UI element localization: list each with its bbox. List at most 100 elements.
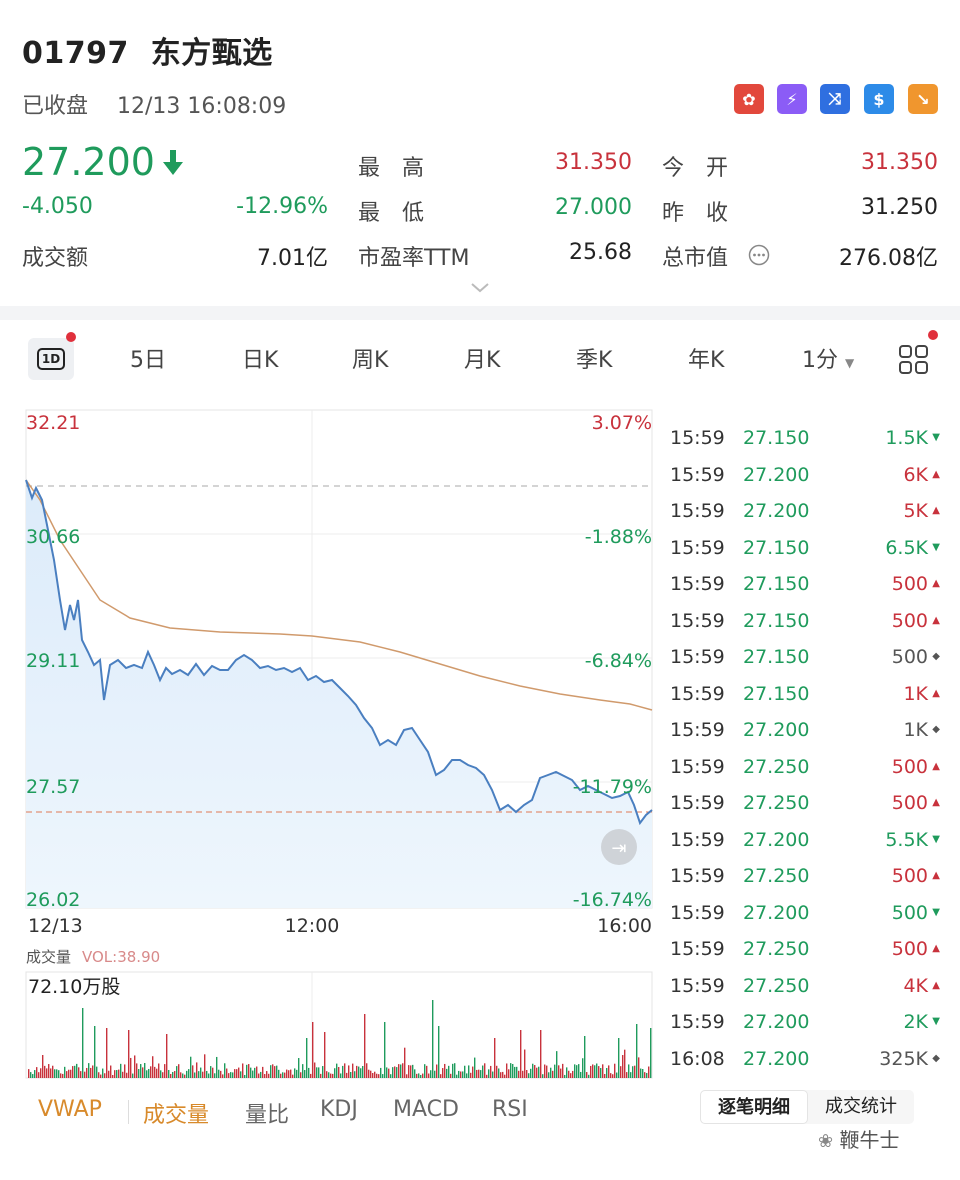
tab-yearly-k[interactable]: 年K	[688, 348, 725, 373]
tab-5d[interactable]: 5日	[130, 348, 166, 373]
volume-bar	[204, 1054, 206, 1078]
volume-bar	[636, 1024, 638, 1078]
volume-bar	[264, 1074, 266, 1078]
volume-bar	[40, 1068, 42, 1078]
tick-time: 15:59	[670, 500, 725, 522]
volume-bar	[438, 1026, 440, 1078]
jump-latest-button[interactable]: ⇥	[601, 829, 637, 865]
pe-label: 市盈率TTM	[358, 246, 470, 271]
tab-macd[interactable]: MACD	[393, 1097, 459, 1122]
tick-direction-icon: ▲	[932, 468, 940, 480]
volume-bar	[604, 1073, 606, 1078]
tab-trade-detail[interactable]: 逐笔明细	[700, 1090, 808, 1124]
axis-left-tick: 29.11	[26, 650, 80, 672]
volume-bar	[290, 1069, 292, 1078]
volume-bar	[124, 1064, 126, 1078]
tab-volume[interactable]: 成交量	[143, 1103, 210, 1128]
volume-bar	[432, 1000, 434, 1078]
open-value: 31.350	[861, 150, 938, 175]
volume-value: VOL:38.90	[82, 948, 160, 966]
volume-bar	[452, 1063, 454, 1078]
interval-value: 1分	[802, 348, 838, 373]
tick-time: 15:59	[670, 1011, 725, 1033]
volume-bar	[374, 1071, 376, 1078]
tab-quarterly-k[interactable]: 季K	[576, 348, 613, 373]
volume-bar	[460, 1071, 462, 1078]
tick-direction-icon: ◆	[932, 1052, 940, 1064]
volume-bar	[508, 1069, 510, 1078]
volume-bar	[214, 1073, 216, 1078]
grid-menu-icon[interactable]	[898, 344, 930, 376]
volume-bar	[532, 1063, 534, 1078]
volume-bar	[182, 1073, 184, 1078]
hk-flag-icon[interactable]: ✿	[734, 84, 764, 114]
volume-bar	[268, 1073, 270, 1078]
volume-bar	[606, 1068, 608, 1078]
volume-bar	[32, 1074, 34, 1078]
shuffle-icon[interactable]: ⤨	[820, 84, 850, 114]
volume-bar	[386, 1067, 388, 1078]
tick-direction-icon: ▲	[932, 760, 940, 772]
volume-bar	[62, 1073, 64, 1078]
volume-bar	[168, 1069, 170, 1078]
volume-bar	[136, 1063, 138, 1078]
volume-bar	[402, 1063, 404, 1078]
tick-time: 15:59	[670, 792, 725, 814]
tick-volume: 6K	[903, 463, 928, 486]
axis-left-tick: 32.21	[26, 412, 80, 434]
volume-bar	[562, 1063, 564, 1078]
time-tick: 12:00	[285, 915, 340, 937]
volume-max-label: 72.10万股	[28, 976, 120, 998]
volume-bar	[566, 1067, 568, 1078]
tab-trade-stats[interactable]: 成交统计	[825, 1096, 897, 1117]
dollar-icon[interactable]: $	[864, 84, 894, 114]
volume-bar	[194, 1072, 196, 1078]
status-line: 已收盘 12/13 16:08:09	[22, 88, 308, 120]
volume-bar	[210, 1066, 212, 1078]
volume-bar	[144, 1062, 146, 1078]
intraday-chart[interactable]: 32.21 30.66 29.11 27.57 26.02 3.07% -1.8…	[0, 396, 670, 1086]
volume-bar	[370, 1070, 372, 1078]
volume-bar	[398, 1064, 400, 1078]
volume-bar	[36, 1067, 38, 1078]
volume-bar	[486, 1074, 488, 1078]
tick-direction-icon: ◆	[932, 651, 940, 662]
volume-bar	[112, 1074, 114, 1078]
volume-bar	[548, 1072, 550, 1078]
chevron-down-icon[interactable]	[470, 282, 490, 294]
tab-monthly-k[interactable]: 月K	[464, 348, 501, 373]
volume-bar	[294, 1068, 296, 1078]
tab-daily-k[interactable]: 日K	[242, 348, 279, 373]
tab-vwap[interactable]: VWAP	[38, 1097, 102, 1122]
volume-bar	[314, 1062, 316, 1078]
volume-bar	[132, 1073, 134, 1078]
volume-bar	[202, 1071, 204, 1078]
volume-bar	[540, 1030, 542, 1078]
interval-select[interactable]: 1分 ▼	[802, 342, 854, 374]
tab-volume-ratio[interactable]: 量比	[245, 1103, 290, 1128]
volume-bar	[642, 1068, 644, 1078]
volume-bar	[76, 1063, 78, 1078]
quote-datetime: 12/13 16:08:09	[117, 94, 287, 119]
tab-kdj[interactable]: KDJ	[320, 1097, 358, 1122]
volume-bar	[404, 1047, 406, 1078]
tab-weekly-k[interactable]: 周K	[352, 348, 389, 373]
tick-time: 15:59	[670, 682, 725, 705]
tab-rsi[interactable]: RSI	[492, 1097, 528, 1122]
volume-bar	[212, 1067, 214, 1078]
more-info-icon[interactable]	[748, 244, 770, 266]
volume-bar	[474, 1057, 476, 1078]
volume-bar	[54, 1069, 56, 1078]
trend-down-icon[interactable]: ↘	[908, 84, 938, 114]
volume-bar	[518, 1070, 520, 1078]
volume-bar	[176, 1066, 178, 1078]
tab-1d[interactable]: 1D	[28, 338, 74, 380]
volume-bar	[372, 1073, 374, 1078]
volume-bar	[192, 1065, 194, 1078]
tick-time: 15:59	[670, 463, 725, 486]
volume-bar	[256, 1066, 258, 1078]
volume-bar	[262, 1066, 264, 1078]
volume-bar	[446, 1068, 448, 1078]
level2-icon[interactable]: ⚡	[777, 84, 807, 114]
volume-bar	[568, 1070, 570, 1078]
